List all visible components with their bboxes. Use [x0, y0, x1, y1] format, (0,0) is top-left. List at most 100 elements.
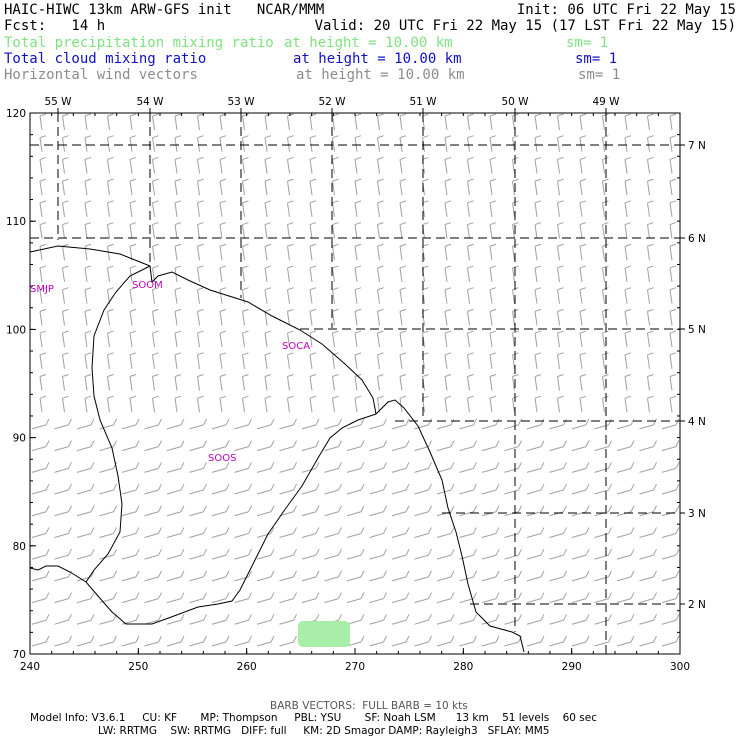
wind-barb — [602, 330, 609, 348]
wind-barb — [579, 374, 587, 391]
wind-barb — [669, 395, 677, 413]
wind-barb — [436, 548, 455, 560]
wind-barb — [54, 440, 72, 452]
wind-barb — [287, 200, 294, 217]
wind-barb — [211, 418, 230, 430]
wind-barb — [557, 156, 564, 174]
wind-barb — [481, 505, 500, 517]
wind-barb — [346, 505, 365, 517]
barb-note: BARB VECTORS: FULL BARB = 10 kts — [270, 700, 468, 712]
wind-barb — [391, 418, 410, 430]
wind-barb — [579, 287, 587, 304]
wind-barb — [309, 200, 317, 217]
wind-barb — [189, 592, 207, 604]
wind-barb — [377, 156, 384, 174]
wind-barb — [436, 440, 455, 452]
wind-barb — [399, 330, 407, 348]
wind-barb — [242, 243, 249, 261]
wind-barb — [219, 135, 227, 152]
wind-barb — [504, 614, 522, 625]
wind-barb — [557, 374, 564, 391]
wind-barb — [571, 527, 590, 538]
wind-barb — [287, 243, 294, 261]
wind-barb — [481, 592, 500, 604]
lat-lon-grid — [30, 113, 680, 654]
wind-barb — [264, 265, 272, 283]
field-level-precip: at height = 10.00 km — [284, 35, 453, 51]
wind-barb — [414, 505, 432, 517]
y-tick-label: 90 — [13, 433, 26, 445]
wind-barb — [62, 156, 69, 174]
wind-barb — [436, 418, 455, 430]
wind-barb — [489, 330, 497, 348]
precip-patch — [298, 621, 350, 647]
model-info-line2: LW: RRTMG SW: RRTMG DIFF: full KM: 2D Sm… — [98, 725, 550, 737]
wind-barb — [579, 243, 587, 261]
wind-barb — [571, 592, 590, 604]
wind-barb — [211, 505, 230, 517]
wind-barb — [62, 135, 69, 152]
wind-barb — [526, 527, 545, 538]
wind-barb — [129, 243, 137, 261]
wind-barb — [54, 570, 72, 582]
wind-barb — [152, 243, 159, 261]
wind-barb — [534, 265, 542, 283]
wind-barb — [62, 395, 69, 413]
wind-barb — [287, 178, 294, 196]
wind-barb — [512, 330, 519, 348]
wind-barb — [557, 222, 564, 239]
wind-barb — [557, 265, 564, 283]
wind-barb — [504, 418, 522, 430]
wind-barb — [459, 635, 477, 647]
wind-barb — [309, 113, 317, 131]
x-tick-label: 240 — [20, 661, 40, 673]
wind-barb — [579, 178, 587, 196]
wind-barb — [489, 200, 497, 217]
wind-barb — [549, 462, 567, 473]
wind-barb — [526, 635, 545, 647]
wind-barb — [602, 178, 609, 196]
y-tick-label: 110 — [6, 216, 26, 228]
wind-barb — [301, 592, 320, 604]
wind-barb — [377, 200, 384, 217]
wind-barb — [54, 548, 72, 560]
wind-barb — [152, 308, 159, 326]
wind-barb — [444, 265, 452, 283]
wind-barb — [549, 635, 567, 647]
wind-barb — [369, 570, 387, 582]
wind-barb — [399, 374, 407, 391]
wind-barb — [76, 505, 95, 517]
lon-label: 54 W — [136, 96, 164, 108]
wind-barb — [377, 222, 384, 239]
wind-barb — [549, 483, 567, 495]
wind-barb — [481, 462, 500, 473]
wind-barb — [31, 614, 50, 625]
wind-barb — [264, 374, 272, 391]
wind-barb — [332, 222, 339, 239]
wind-barb — [144, 462, 162, 473]
wind-barb — [489, 308, 497, 326]
station-label: SOOM — [132, 280, 163, 291]
wind-barb — [594, 505, 612, 517]
wind-barb — [107, 287, 114, 304]
wind-barb — [504, 483, 522, 495]
wind-barb — [534, 135, 542, 152]
wind-barb — [197, 113, 204, 131]
wind-barb — [549, 592, 567, 604]
wind-barb — [39, 135, 47, 152]
wind-barb — [121, 527, 140, 538]
wind-barb — [669, 113, 677, 131]
wind-barb — [549, 440, 567, 452]
wind-barb — [512, 265, 519, 283]
wind-barb — [84, 395, 92, 413]
wind-barb — [534, 178, 542, 196]
wind-barb — [31, 548, 50, 560]
lat-label: 2 N — [688, 599, 706, 611]
wind-barb — [219, 200, 227, 217]
run-title: HAIC-HIWC 13km ARW-GFS init NCAR/MMM — [4, 2, 325, 18]
wind-barb — [534, 113, 542, 131]
wind-barb — [579, 113, 587, 131]
wind-barb — [99, 418, 117, 430]
wind-barb — [444, 113, 452, 131]
wind-barb — [354, 395, 362, 413]
